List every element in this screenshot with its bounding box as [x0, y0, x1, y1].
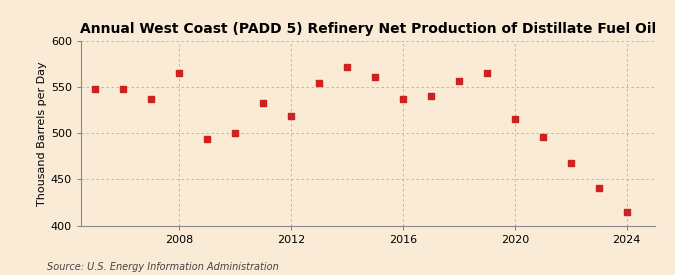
Point	[117, 87, 128, 91]
Y-axis label: Thousand Barrels per Day: Thousand Barrels per Day	[36, 61, 47, 206]
Point	[90, 87, 101, 91]
Point	[537, 135, 548, 139]
Point	[510, 116, 520, 121]
Point	[369, 75, 380, 79]
Point	[398, 97, 408, 101]
Point	[230, 131, 240, 136]
Point	[342, 65, 352, 69]
Point	[286, 114, 296, 118]
Point	[425, 94, 436, 98]
Point	[593, 186, 604, 190]
Point	[202, 137, 213, 141]
Point	[313, 81, 324, 85]
Point	[454, 79, 464, 83]
Point	[146, 97, 157, 101]
Point	[258, 101, 269, 105]
Point	[566, 161, 576, 165]
Point	[622, 210, 632, 214]
Point	[481, 71, 492, 76]
Text: Source: U.S. Energy Information Administration: Source: U.S. Energy Information Administ…	[47, 262, 279, 272]
Title: Annual West Coast (PADD 5) Refinery Net Production of Distillate Fuel Oil: Annual West Coast (PADD 5) Refinery Net …	[80, 22, 656, 36]
Point	[173, 71, 184, 76]
